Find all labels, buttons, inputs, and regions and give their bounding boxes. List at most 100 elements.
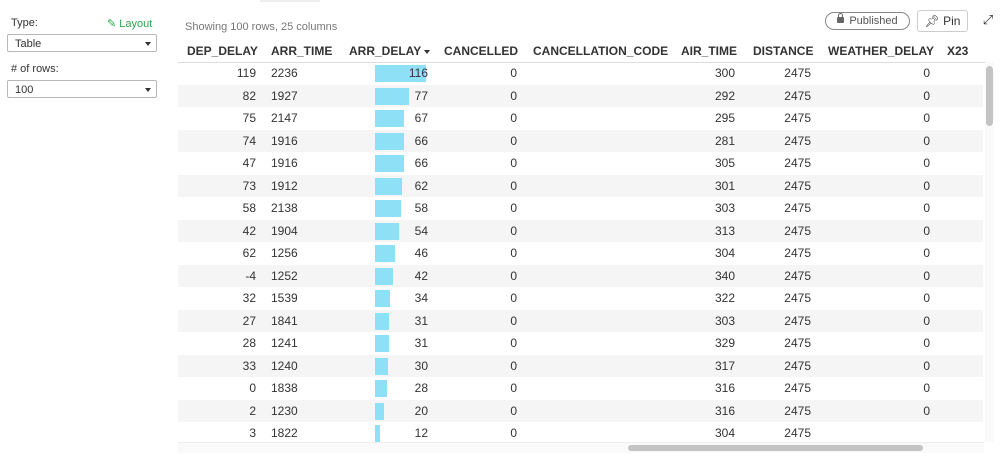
pin-label: Pin xyxy=(943,14,961,28)
cell-cancelled: 0 xyxy=(510,291,517,305)
cell-dep-delay: 27 xyxy=(242,313,256,328)
arr-delay-bar xyxy=(375,177,403,195)
published-button[interactable]: Published xyxy=(825,12,910,30)
cell-dep-delay: 73 xyxy=(242,178,256,193)
rows-label: # of rows: xyxy=(11,63,59,75)
cell-arr-delay: 66 xyxy=(414,156,428,170)
table-row[interactable]: 82 1927 77 0 292 2475 0 xyxy=(178,84,983,107)
table-panel: Showing 100 rows, 25 columns Published 📌… xyxy=(178,0,1000,458)
top-tab-indicator xyxy=(260,0,320,2)
cell-cancelled: 0 xyxy=(510,223,517,238)
cell-arr-time: 1252 xyxy=(271,268,298,283)
cell-weather-delay: 0 xyxy=(923,358,930,373)
column-header-air-time[interactable]: AIR_TIME xyxy=(681,44,737,58)
cell-air-time: 304 xyxy=(714,426,735,440)
column-header-arr-delay[interactable]: ARR_DELAY xyxy=(349,44,431,58)
column-header-label: AIR_TIME xyxy=(681,44,738,58)
table-row[interactable]: -4 1252 42 0 340 2475 0 xyxy=(178,264,983,287)
cell-arr-delay: 62 xyxy=(414,178,428,193)
chevron-down-icon xyxy=(145,88,151,92)
column-header-label: WEATHER_DELAY xyxy=(828,44,935,58)
cell-air-time: 281 xyxy=(714,133,735,148)
column-header-weather-delay[interactable]: WEATHER_DELAY xyxy=(828,44,934,58)
table-row[interactable]: 0 1838 28 0 316 2475 0 xyxy=(178,377,983,400)
cell-cancelled: 0 xyxy=(510,403,517,418)
table-row[interactable]: 42 1904 54 0 313 2475 0 xyxy=(178,219,983,242)
column-header-cancelled[interactable]: CANCELLED xyxy=(444,44,518,58)
cell-cancelled: 0 xyxy=(510,88,517,103)
vertical-scrollbar[interactable] xyxy=(985,62,994,442)
table-row[interactable]: 27 1841 31 0 303 2475 0 xyxy=(178,309,983,332)
cell-cancelled: 0 xyxy=(510,246,517,260)
table-row[interactable]: 73 1912 62 0 301 2475 0 xyxy=(178,174,983,197)
table-row[interactable]: 75 2147 67 0 295 2475 0 xyxy=(178,107,983,130)
cell-cancelled: 0 xyxy=(510,111,517,125)
table-row[interactable]: 3 1822 12 0 304 2475 xyxy=(178,422,983,442)
cell-arr-delay: 58 xyxy=(414,201,428,215)
table-row[interactable]: 47 1916 66 0 305 2475 0 xyxy=(178,152,983,175)
column-header-arr-time[interactable]: ARR_TIME xyxy=(271,44,332,58)
column-header-x23[interactable]: X23 xyxy=(947,44,968,58)
layout-link[interactable]: ✎ Layout xyxy=(107,17,152,30)
table-row[interactable]: 58 2138 58 0 303 2475 0 xyxy=(178,197,983,220)
arr-delay-bar xyxy=(375,335,389,352)
arr-delay-bar xyxy=(375,290,390,307)
cell-weather-delay: 0 xyxy=(923,178,930,193)
cell-arr-time: 1822 xyxy=(271,426,298,440)
arr-delay-bar xyxy=(375,132,405,150)
table-row[interactable]: 33 1240 30 0 317 2475 0 xyxy=(178,354,983,377)
column-header-dep-delay[interactable]: DEP_DELAY xyxy=(187,44,258,58)
type-select[interactable]: Table xyxy=(7,34,157,52)
cell-distance: 2475 xyxy=(784,291,811,305)
cell-air-time: 303 xyxy=(714,201,735,215)
cell-dep-delay: 33 xyxy=(242,358,256,373)
cell-weather-delay: 0 xyxy=(923,313,930,328)
cell-cancelled: 0 xyxy=(510,336,517,350)
arr-delay-bar xyxy=(375,245,396,262)
cell-arr-time: 1539 xyxy=(271,291,298,305)
lock-icon xyxy=(837,13,845,24)
table-row[interactable]: 2 1230 20 0 316 2475 0 xyxy=(178,399,983,422)
cell-weather-delay: 0 xyxy=(923,223,930,238)
rows-select[interactable]: 100 xyxy=(7,80,157,98)
cell-dep-delay: 0 xyxy=(249,381,256,395)
arr-delay-bar xyxy=(375,267,394,285)
expand-icon[interactable]: ⤢ xyxy=(982,12,994,27)
table-row[interactable]: 28 1241 31 0 329 2475 0 xyxy=(178,332,983,355)
cell-distance: 2475 xyxy=(784,133,811,148)
published-label: Published xyxy=(849,15,898,27)
horizontal-scrollbar-thumb[interactable] xyxy=(628,445,923,451)
row-count-text: Showing 100 rows, 25 columns xyxy=(185,21,338,33)
arr-delay-bar xyxy=(375,222,399,240)
table-row[interactable]: 119 2236 116 0 300 2475 0 xyxy=(178,62,983,85)
cell-weather-delay: 0 xyxy=(923,336,930,350)
cell-arr-delay: 66 xyxy=(414,133,428,148)
table-row[interactable]: 74 1916 66 0 281 2475 0 xyxy=(178,129,983,152)
column-header-cancellation-code[interactable]: CANCELLATION_CODE xyxy=(533,44,668,58)
table-row[interactable]: 32 1539 34 0 322 2475 0 xyxy=(178,287,983,310)
cell-arr-time: 1912 xyxy=(271,178,298,193)
cell-dep-delay: 28 xyxy=(242,336,256,350)
cell-weather-delay: 0 xyxy=(923,381,930,395)
cell-distance: 2475 xyxy=(784,246,811,260)
pin-button[interactable]: 📌︎ Pin xyxy=(917,10,968,32)
cell-arr-delay: 77 xyxy=(414,88,428,103)
pin-icon: 📌︎ xyxy=(924,14,940,28)
cell-air-time: 301 xyxy=(714,178,735,193)
cell-air-time: 304 xyxy=(714,246,735,260)
column-header-label: DISTANCE xyxy=(753,44,814,58)
cell-arr-time: 2147 xyxy=(271,111,298,125)
cell-arr-time: 1904 xyxy=(271,223,298,238)
cell-dep-delay: 82 xyxy=(242,88,256,103)
cell-air-time: 316 xyxy=(714,403,735,418)
cell-arr-delay: 67 xyxy=(414,111,428,125)
arr-delay-bar xyxy=(375,402,384,420)
arr-delay-bar xyxy=(375,357,389,375)
column-header-distance[interactable]: DISTANCE xyxy=(753,44,813,58)
cell-arr-time: 1916 xyxy=(271,133,298,148)
arr-delay-bar xyxy=(375,87,409,105)
vertical-scrollbar-thumb[interactable] xyxy=(986,66,993,126)
table-row[interactable]: 62 1256 46 0 304 2475 0 xyxy=(178,242,983,265)
horizontal-scrollbar[interactable] xyxy=(178,442,984,453)
cell-arr-time: 1927 xyxy=(271,88,298,103)
